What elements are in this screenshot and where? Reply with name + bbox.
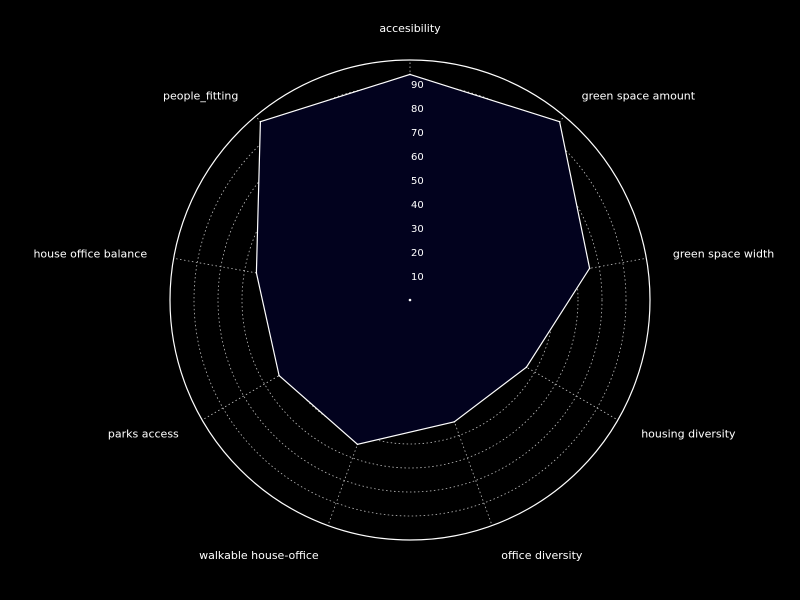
category-label: green space width bbox=[673, 248, 774, 261]
category-label: people_fitting bbox=[163, 90, 238, 103]
category-label: office diversity bbox=[501, 549, 583, 562]
data-point bbox=[356, 443, 359, 446]
outer-ring bbox=[169, 59, 651, 541]
tick-label: 60 bbox=[411, 152, 424, 163]
data-point bbox=[278, 374, 280, 377]
data-point bbox=[409, 73, 411, 76]
data-point bbox=[259, 120, 262, 123]
tick-label: 70 bbox=[411, 128, 424, 139]
category-label: parks access bbox=[108, 428, 179, 441]
tick-label: 10 bbox=[411, 272, 424, 283]
data-point bbox=[453, 420, 456, 423]
tick-label: 90 bbox=[411, 80, 424, 91]
tick-label: 40 bbox=[411, 200, 424, 211]
category-label: housing diversity bbox=[641, 428, 736, 441]
tick-label: 30 bbox=[411, 224, 424, 235]
tick-label: 80 bbox=[411, 104, 424, 115]
grid-circle-70 bbox=[241, 131, 579, 469]
category-label: green space amount bbox=[582, 90, 696, 103]
data-point bbox=[255, 272, 258, 274]
series-polygon bbox=[255, 73, 591, 445]
data-point bbox=[558, 120, 561, 123]
tick-label: 20 bbox=[411, 248, 424, 259]
category-label: accesibility bbox=[379, 22, 441, 35]
category-labels: accesibility green space amount green spac… bbox=[33, 22, 774, 562]
radar-series bbox=[255, 73, 591, 446]
category-label: house office balance bbox=[33, 248, 147, 261]
data-point bbox=[588, 267, 591, 270]
center-dot bbox=[408, 298, 412, 302]
tick-label: 50 bbox=[411, 176, 424, 187]
category-label: walkable house-office bbox=[199, 549, 319, 562]
data-point bbox=[525, 366, 528, 369]
radial-tick-labels: 10 20 30 40 50 60 70 80 90 bbox=[411, 80, 424, 283]
